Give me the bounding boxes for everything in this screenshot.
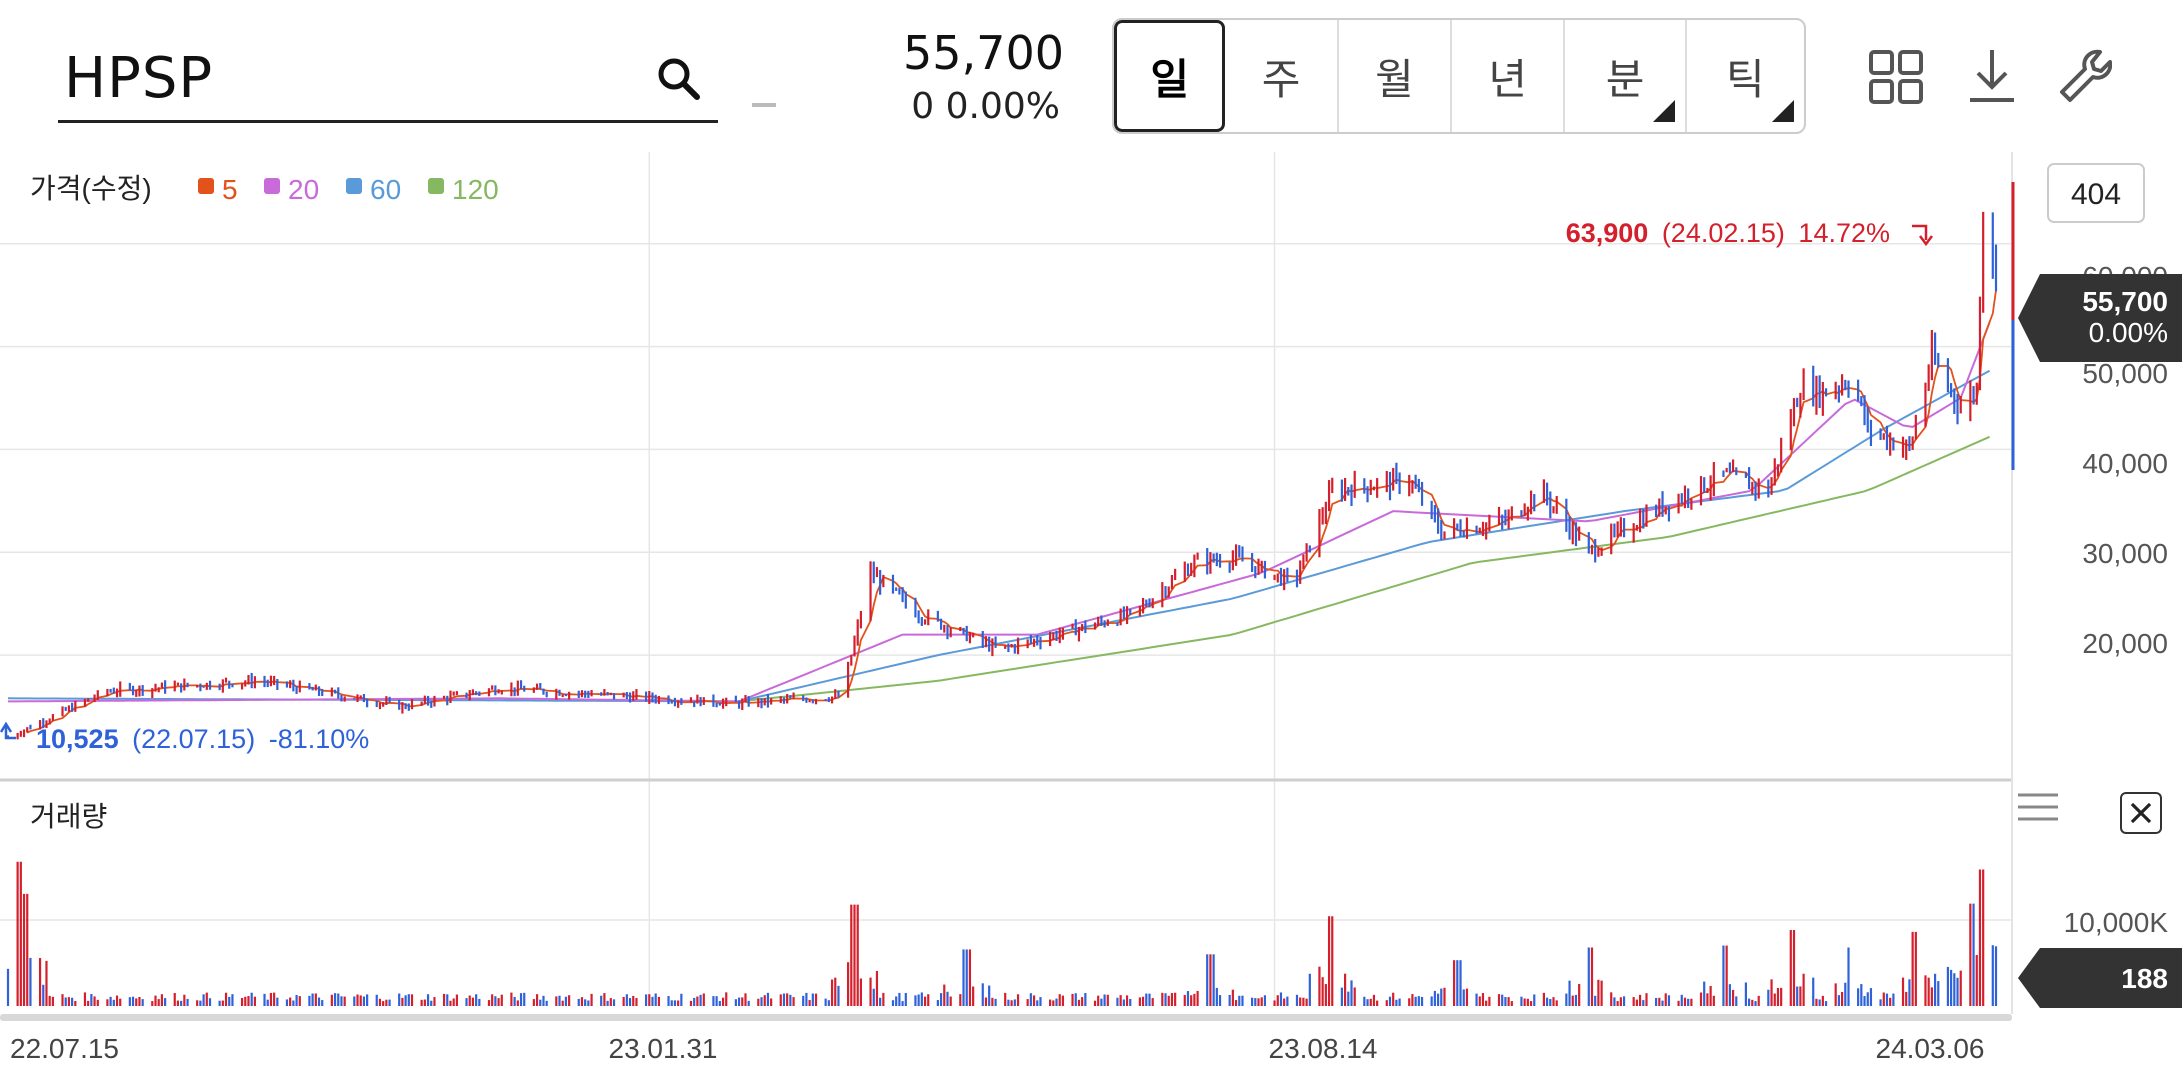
tab-minute[interactable]: 분 bbox=[1565, 20, 1687, 132]
legend-swatch-ma5 bbox=[198, 178, 214, 194]
download-icon[interactable] bbox=[1964, 46, 2020, 106]
change-indicator bbox=[752, 103, 776, 107]
tab-label: 주 bbox=[1261, 54, 1301, 104]
legend-label-ma60: 60 bbox=[370, 174, 401, 205]
symbol-search-box[interactable]: HPSP bbox=[58, 40, 718, 123]
price-pane-title: 가격(수정) bbox=[30, 173, 152, 204]
volume-bars bbox=[6, 861, 1998, 1006]
volume-pane-title: 거래량 bbox=[30, 801, 107, 832]
x-tick-label: 22.07.15 bbox=[10, 1033, 119, 1064]
low-arrow-icon bbox=[4, 726, 16, 740]
ma5-line bbox=[26, 290, 1997, 734]
close-icon[interactable] bbox=[2120, 792, 2162, 834]
last-price-change: 0.00% bbox=[2089, 317, 2168, 348]
legend-label-ma5: 5 bbox=[222, 174, 238, 205]
y-tick-label: 40,000 bbox=[2082, 448, 2168, 479]
legend-label-ma120: 120 bbox=[452, 174, 499, 205]
high-annotation: 63,900 (24.02.15) 14.72% bbox=[1566, 218, 1933, 248]
stock-chart[interactable]: 가격(수정) 5 20 60 120 60,000 50,000 40,000 … bbox=[0, 152, 2182, 1076]
symbol-text: HPSP bbox=[64, 46, 214, 111]
legend: 5 20 60 120 bbox=[198, 174, 499, 205]
x-tick-label: 23.01.31 bbox=[609, 1033, 718, 1064]
tab-label: 일 bbox=[1150, 54, 1189, 104]
low-date: (22.07.15) bbox=[132, 724, 255, 754]
search-icon[interactable] bbox=[654, 54, 702, 102]
svg-text:10,525 (22.07.15): 10,525 (22.07.15) -81.10% bbox=[36, 724, 369, 754]
high-value: 63,900 bbox=[1566, 218, 1649, 248]
tab-month[interactable]: 월 bbox=[1339, 20, 1453, 132]
tab-tick[interactable]: 틱 bbox=[1687, 20, 1804, 132]
time-scrollbar[interactable] bbox=[0, 1014, 2012, 1021]
legend-swatch-ma60 bbox=[346, 178, 362, 194]
last-price-value: 55,700 bbox=[2082, 286, 2168, 317]
tab-label: 분 bbox=[1605, 54, 1645, 104]
volume-last-value: 188 bbox=[2121, 963, 2168, 994]
moving-average-lines bbox=[7, 290, 1997, 734]
x-tick-label: 23.08.14 bbox=[1269, 1033, 1378, 1064]
price-change: 0 0.00% bbox=[911, 86, 1060, 127]
period-tabs: 일 주 월 년 분 틱 bbox=[1112, 18, 1806, 134]
high-pct: 14.72% bbox=[1798, 218, 1890, 248]
tab-label: 월 bbox=[1375, 54, 1414, 104]
last-price-tag bbox=[2018, 274, 2182, 362]
low-value: 10,525 bbox=[36, 724, 119, 754]
low-pct: -81.10% bbox=[269, 724, 370, 754]
ma60-line bbox=[7, 369, 1991, 703]
high-arrow-head-icon bbox=[1919, 235, 1933, 247]
y-tick-label: 50,000 bbox=[2082, 358, 2168, 389]
low-annotation: 10,525 (22.07.15) -81.10% bbox=[0, 721, 369, 754]
toolbar: HPSP 55,700 0 0.00% 일 주 월 년 분 틱 bbox=[0, 0, 2182, 152]
y-tick-label: 20,000 bbox=[2082, 628, 2168, 659]
legend-swatch-ma20 bbox=[264, 178, 280, 194]
x-tick-label: 24.03.06 bbox=[1876, 1033, 1985, 1064]
y-tick-label: 30,000 bbox=[2082, 538, 2168, 569]
period-count: 404 bbox=[2071, 178, 2121, 211]
svg-text:63,900 (24.02.15): 63,900 (24.02.15) 14.72% bbox=[1566, 218, 1890, 248]
ma120-line bbox=[738, 435, 1991, 703]
tab-label: 틱 bbox=[1726, 54, 1765, 104]
grid-icon[interactable] bbox=[1868, 46, 1924, 106]
legend-label-ma20: 20 bbox=[288, 174, 319, 205]
hamburger-icon[interactable] bbox=[2018, 792, 2058, 822]
legend-swatch-ma120 bbox=[428, 178, 444, 194]
tab-day[interactable]: 일 bbox=[1114, 20, 1226, 132]
low-arrow-head-icon bbox=[0, 721, 13, 733]
wrench-icon[interactable] bbox=[2056, 46, 2112, 106]
dropdown-corner-icon bbox=[1772, 100, 1795, 122]
current-price: 55,700 bbox=[903, 26, 1064, 80]
tab-week[interactable]: 주 bbox=[1225, 20, 1339, 132]
candlesticks bbox=[6, 211, 1998, 740]
tab-label: 년 bbox=[1488, 54, 1528, 104]
tab-year[interactable]: 년 bbox=[1452, 20, 1566, 132]
high-date: (24.02.15) bbox=[1662, 218, 1785, 248]
volume-y-tick-label: 10,000K bbox=[2064, 907, 2169, 938]
period-count-box[interactable] bbox=[2047, 163, 2145, 223]
volume-last-tag bbox=[2018, 948, 2182, 1008]
high-arrow-icon bbox=[1912, 224, 1928, 240]
gridlines bbox=[0, 152, 2012, 1006]
dropdown-corner-icon bbox=[1652, 100, 1675, 122]
